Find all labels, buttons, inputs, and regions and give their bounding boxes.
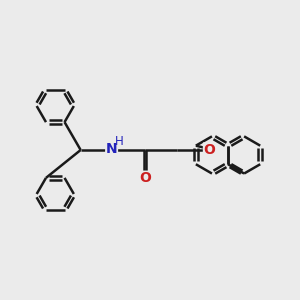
Text: H: H <box>115 135 124 148</box>
Text: O: O <box>139 171 151 185</box>
Text: O: O <box>203 143 215 157</box>
Text: N: N <box>106 142 117 156</box>
